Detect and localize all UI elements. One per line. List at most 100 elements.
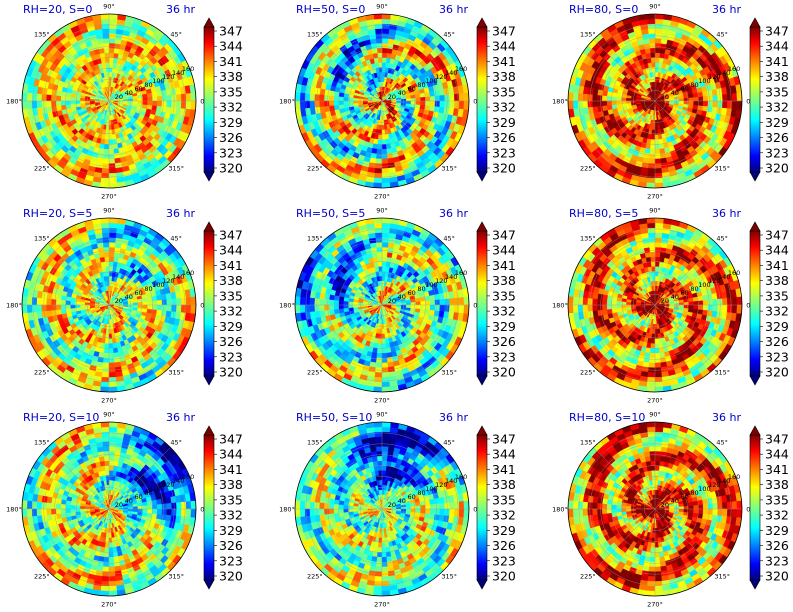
angle-label: 90° — [649, 3, 661, 11]
colorbar-tick-label: 344 — [492, 243, 516, 258]
angle-label: 225° — [307, 165, 323, 173]
angle-label: 315° — [441, 573, 457, 581]
angle-label: 135° — [580, 234, 596, 242]
radius-label: 20 — [661, 297, 669, 305]
colorbar-tick-label: 326 — [219, 130, 243, 145]
panel-9: 0°45°90°135°180°225°270°315°204060801001… — [552, 411, 789, 609]
panel-title-right: 36 hr — [712, 411, 741, 424]
radius-label: 80 — [690, 489, 698, 497]
angle-label: 135° — [307, 234, 323, 242]
polar-frame — [294, 421, 470, 597]
colorbar-tick-label: 329 — [219, 115, 243, 130]
radius-label: 60 — [681, 85, 689, 93]
colorbar-tick-label: 332 — [765, 304, 789, 319]
panel-title-right: 36 hr — [166, 3, 195, 16]
angle-label: 90° — [103, 207, 115, 215]
heatmap-field — [568, 14, 742, 188]
colorbar-min-arrow — [203, 375, 215, 386]
colorbar-tick-label: 341 — [492, 258, 516, 273]
angle-label: 225° — [307, 573, 323, 581]
colorbar-tick-label: 326 — [765, 334, 789, 349]
angle-label: 225° — [580, 573, 596, 581]
colorbar-tick-label: 320 — [492, 365, 516, 380]
angle-label: 90° — [376, 207, 388, 215]
radius-label: 160 — [182, 269, 194, 277]
colorbar-tick-label: 341 — [219, 54, 243, 69]
colorbar-tick-label: 323 — [492, 553, 516, 568]
colorbar-tick-label: 341 — [219, 258, 243, 273]
angle-label: 45° — [716, 234, 728, 242]
angle-label: 270° — [101, 601, 117, 609]
radius-label: 60 — [135, 493, 143, 501]
colorbar-tick-label: 338 — [765, 273, 789, 288]
polar-grid — [567, 421, 743, 597]
angle-label: 90° — [376, 411, 388, 419]
colorbar-tick-label: 329 — [765, 523, 789, 538]
colorbar-tick-label: 320 — [219, 161, 243, 176]
panel-title-right: 36 hr — [712, 3, 741, 16]
angle-label: 270° — [374, 601, 390, 609]
colorbar-tick-label: 344 — [219, 243, 243, 258]
radius-label: 80 — [417, 81, 425, 89]
radius-label: 40 — [125, 89, 133, 97]
colorbar-tick-label: 323 — [765, 145, 789, 160]
panel-title-left: RH=20, S=0 — [23, 3, 92, 16]
radius-label: 100 — [698, 281, 710, 289]
colorbar-tick-label: 347 — [765, 24, 789, 39]
radius-label: 140 — [445, 69, 457, 77]
angle-label: 270° — [647, 193, 663, 201]
radius-label: 60 — [681, 493, 689, 501]
angle-label: 180° — [552, 506, 568, 514]
radius-label: 40 — [125, 497, 133, 505]
radius-label: 20 — [115, 93, 123, 101]
colorbar-tick-label: 347 — [492, 228, 516, 243]
colorbar-tick-label: 335 — [492, 492, 516, 507]
radius-label: 80 — [690, 81, 698, 89]
angle-label: 180° — [6, 506, 22, 514]
radius-label: 120 — [708, 277, 720, 285]
colorbar-tick-label: 335 — [765, 492, 789, 507]
colorbar-min-arrow — [203, 171, 215, 182]
polar-frame — [567, 217, 743, 393]
radius-label: 20 — [661, 93, 669, 101]
radius-label: 120 — [162, 73, 174, 81]
colorbar-tick-label: 329 — [219, 319, 243, 334]
panel-title-left: RH=20, S=5 — [23, 207, 92, 220]
panel-6: 0°45°90°135°180°225°270°315°204060801001… — [552, 207, 789, 405]
panel-2: 0°45°90°135°180°225°270°315°204060801001… — [279, 3, 516, 201]
colorbar-max-arrow — [749, 221, 761, 232]
colorbar-tick-label: 338 — [219, 273, 243, 288]
colorbar-max-arrow — [476, 17, 488, 28]
colorbar-tick-label: 320 — [219, 569, 243, 584]
radius-label: 20 — [115, 297, 123, 305]
colorbar-tick-label: 335 — [219, 492, 243, 507]
colorbar-min-arrow — [749, 375, 761, 386]
colorbar-tick-label: 329 — [492, 115, 516, 130]
colorbar-min-arrow — [203, 579, 215, 590]
colorbar-tick-label: 329 — [492, 523, 516, 538]
colorbar-tick-label: 341 — [765, 54, 789, 69]
colorbar-tick-label: 332 — [219, 304, 243, 319]
angle-label: 45° — [716, 30, 728, 38]
colorbar-tick-label: 341 — [492, 462, 516, 477]
angle-label: 90° — [103, 3, 115, 11]
angle-label: 180° — [279, 98, 295, 106]
polar-grid — [21, 421, 197, 597]
angle-label: 225° — [580, 165, 596, 173]
angle-label: 270° — [647, 601, 663, 609]
panel-title-left: RH=50, S=0 — [296, 3, 365, 16]
colorbar-tick-label: 347 — [219, 24, 243, 39]
radius-label: 20 — [388, 93, 396, 101]
panel-title-right: 36 hr — [439, 207, 468, 220]
angle-label: 135° — [580, 438, 596, 446]
colorbar-tick-label: 323 — [492, 349, 516, 364]
colorbar-tick-label: 344 — [765, 243, 789, 258]
colorbar-tick-label: 344 — [219, 447, 243, 462]
colorbar-tick-label: 347 — [765, 432, 789, 447]
colorbar-tick-label: 335 — [492, 84, 516, 99]
colorbar-tick-label: 332 — [492, 100, 516, 115]
colorbar-tick-label: 332 — [492, 508, 516, 523]
